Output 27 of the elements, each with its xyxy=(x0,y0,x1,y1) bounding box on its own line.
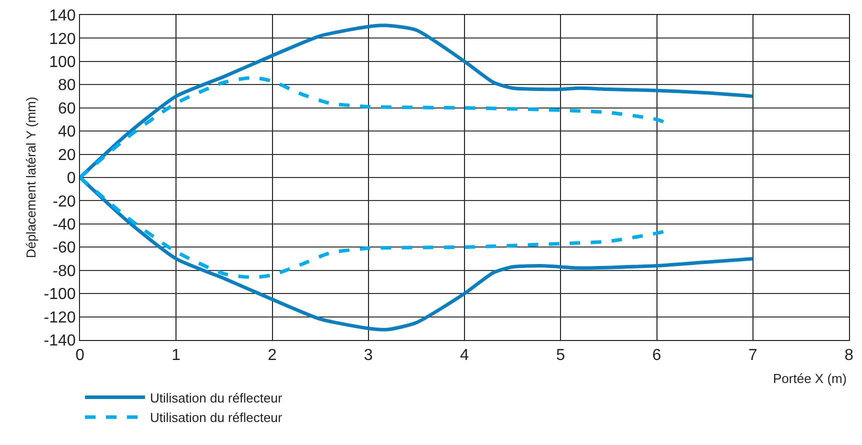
y-tick-label: 120 xyxy=(49,30,76,48)
x-tick-label: 4 xyxy=(460,347,470,364)
x-tick-label: 8 xyxy=(844,347,854,364)
y-tick-label: 20 xyxy=(58,146,76,164)
x-tick-label: 5 xyxy=(556,347,566,364)
y-tick-label: 0 xyxy=(66,170,76,188)
y-tick-label: 100 xyxy=(49,54,76,72)
legend-label: Utilisation du réflecteur xyxy=(150,410,283,426)
y-tick-label: -140 xyxy=(44,332,76,350)
legend-label: Utilisation du réflecteur xyxy=(150,390,283,406)
y-tick-label: 80 xyxy=(58,77,76,94)
x-axis-title: Portée X (m) xyxy=(773,371,847,386)
y-tick-label: -120 xyxy=(44,309,76,326)
y-axis-title: Déplacement latéral Y (mm) xyxy=(24,96,39,258)
x-tick-label: 7 xyxy=(748,347,758,364)
y-tick-label: 60 xyxy=(58,100,76,118)
y-tick-label: -80 xyxy=(52,262,76,280)
x-tick-label: 3 xyxy=(364,347,373,364)
x-tick-label: 1 xyxy=(172,347,181,364)
x-tick-label: 6 xyxy=(652,347,662,364)
y-tick-label: 140 xyxy=(49,8,76,25)
y-tick-label: -60 xyxy=(52,240,76,257)
y-tick-label: -100 xyxy=(44,286,76,304)
y-tick-label: 40 xyxy=(58,124,76,141)
y-tick-label: -40 xyxy=(52,216,76,234)
x-tick-label: 2 xyxy=(268,347,277,364)
y-tick-label: -20 xyxy=(52,193,76,210)
